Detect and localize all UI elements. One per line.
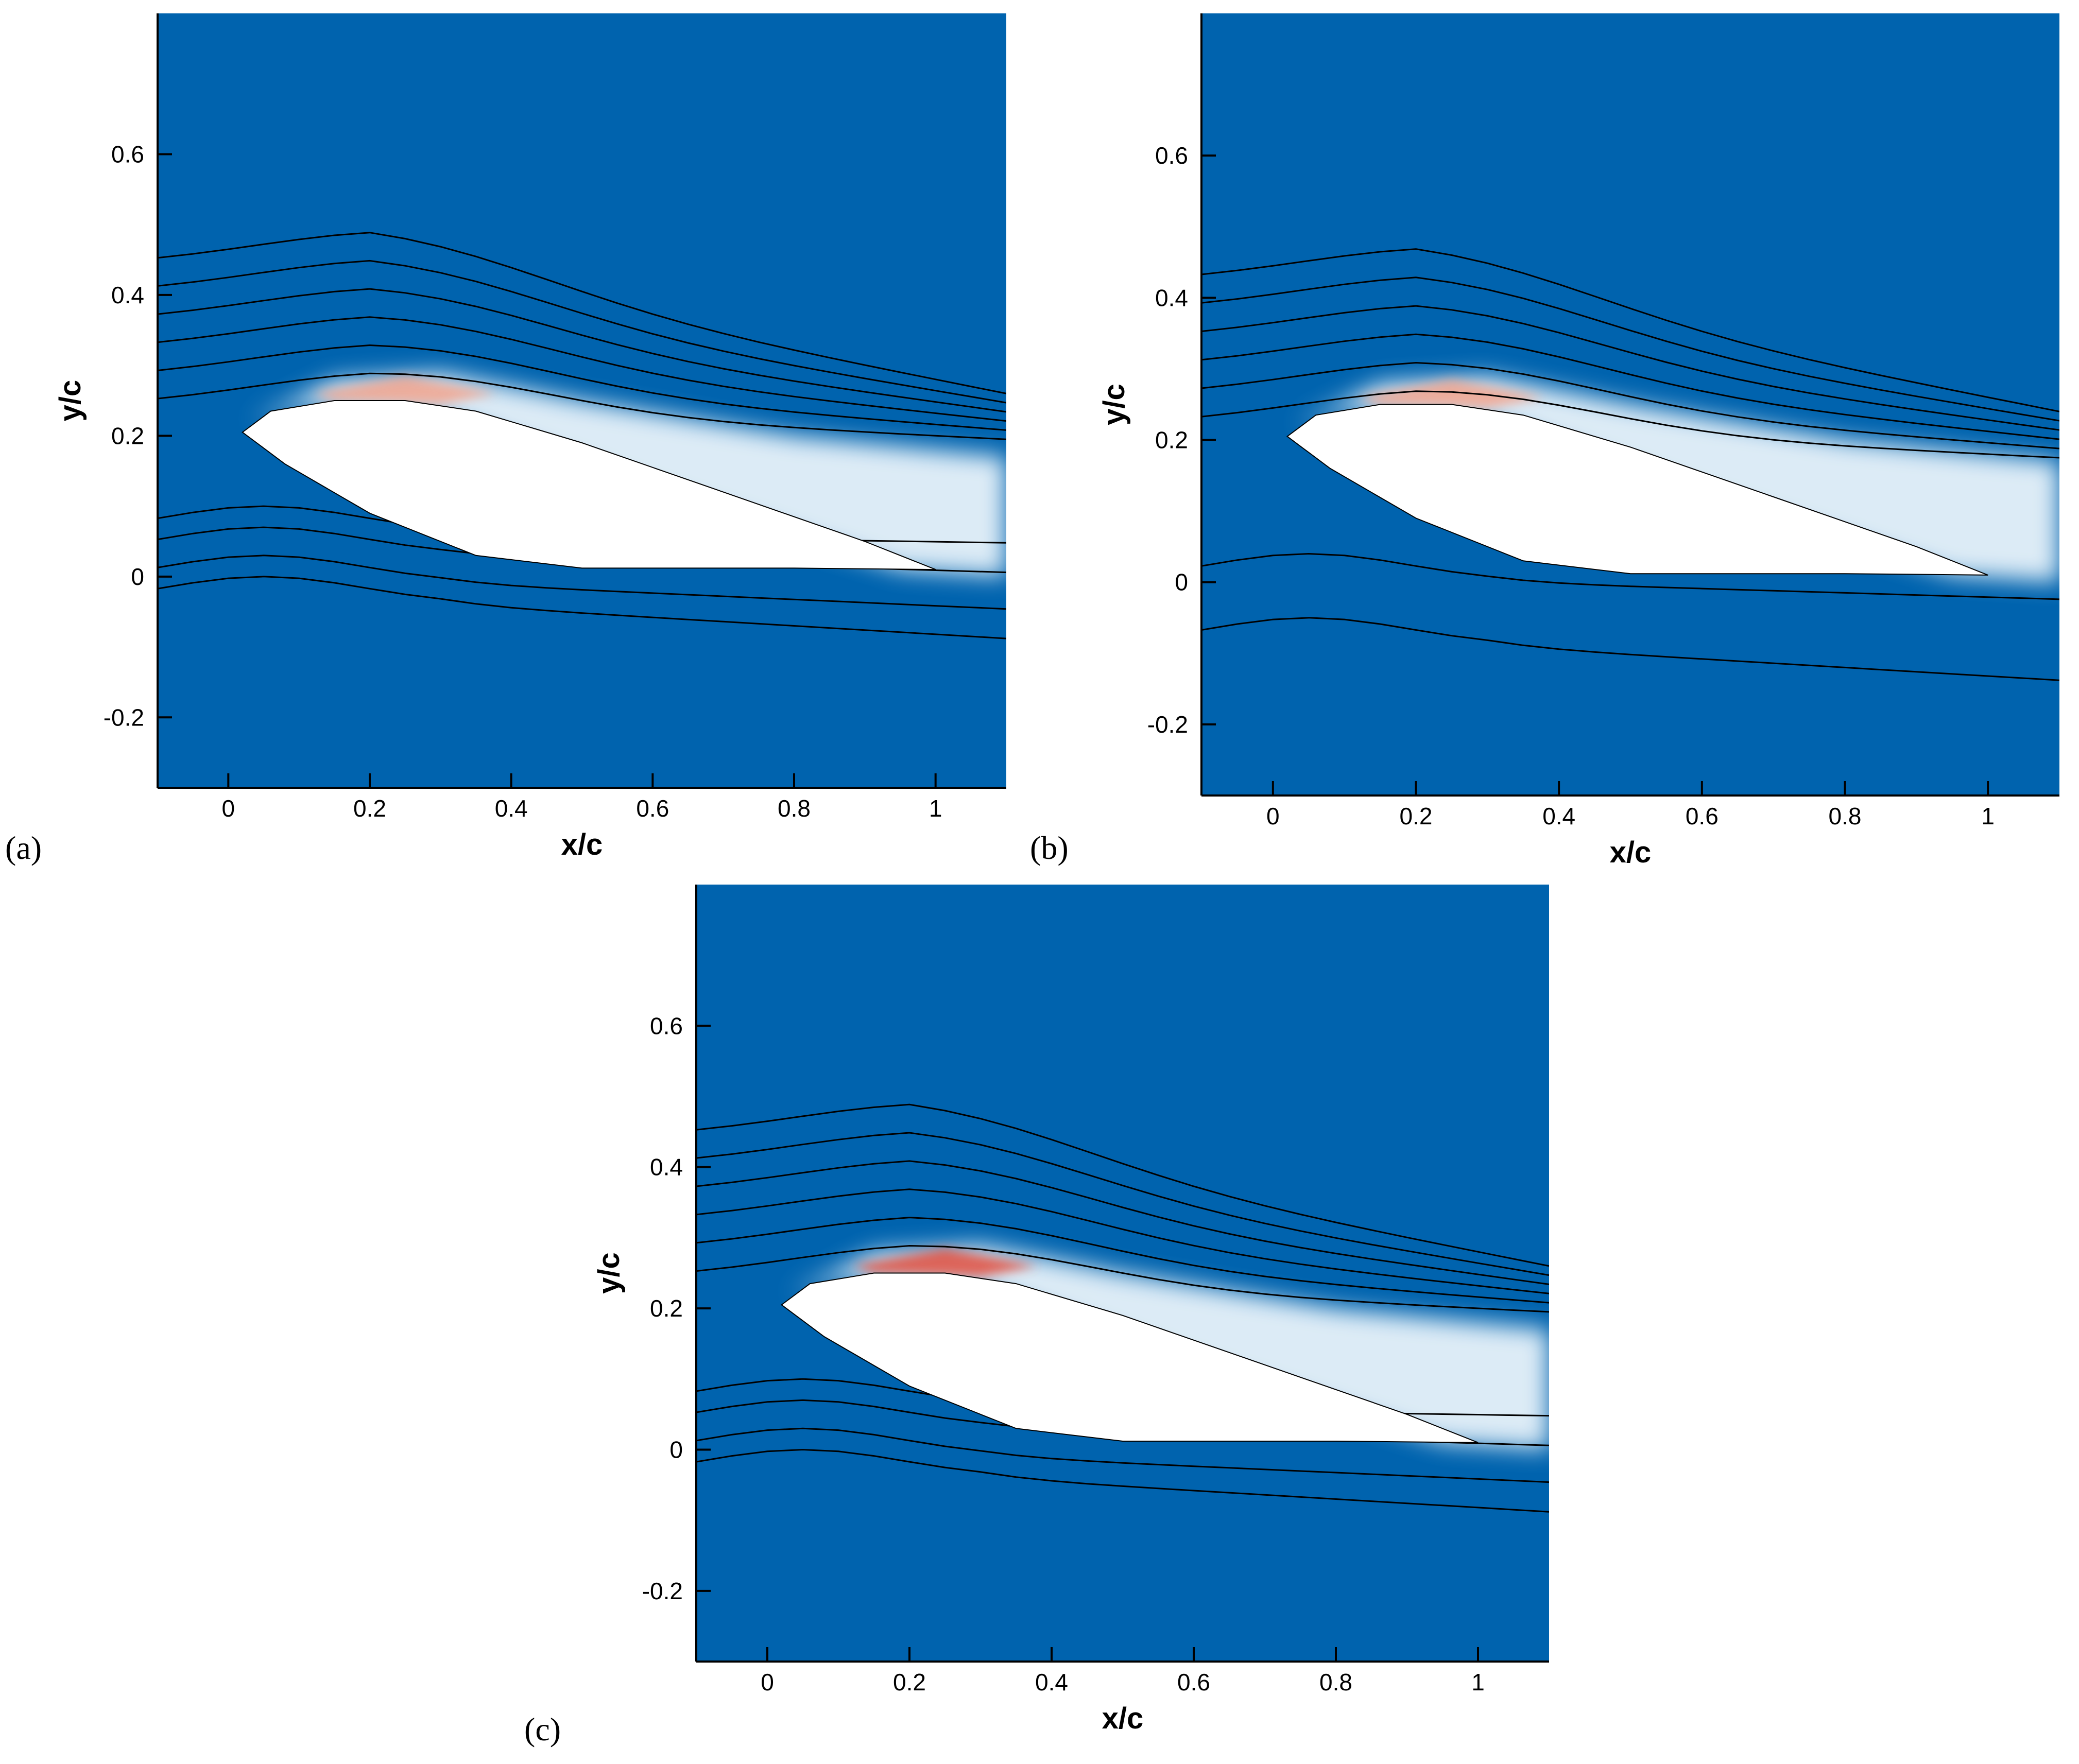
- streamline: [1201, 305, 2059, 431]
- panel-label: (c): [524, 1711, 561, 1748]
- x-tick-label: 0.6: [1686, 803, 1719, 829]
- y-tick-label: 0: [1175, 569, 1188, 596]
- x-tick-label: 0.4: [495, 795, 528, 822]
- panel-label: (a): [5, 829, 42, 866]
- velocity-contour: [852, 1248, 1038, 1277]
- x-tick-label: 0.8: [1319, 1669, 1352, 1696]
- y-axis-label: y/c: [592, 1252, 626, 1294]
- streamline: [1201, 390, 2059, 459]
- y-tick-label: 0.6: [650, 1012, 683, 1039]
- streamline: [1201, 552, 2059, 600]
- streamline: [696, 1448, 1549, 1513]
- y-tick-label: -0.2: [104, 704, 144, 731]
- streamline: [158, 555, 1006, 610]
- streamline: [158, 260, 1006, 404]
- streamline: [158, 344, 1006, 431]
- streamline: [158, 288, 1006, 413]
- y-axis-label: y/c: [1097, 384, 1131, 425]
- plot-area: [1201, 13, 2059, 795]
- y-axis-label: y/c: [54, 380, 87, 422]
- panel: 0 0.2 0.4 0.6 0.8 1 -0.2 0 0.2 0.4 0.6 x/c y/c (b): [1030, 13, 2059, 869]
- x-axis-label: x/c: [561, 828, 603, 861]
- y-tick-label: -0.2: [1147, 711, 1188, 738]
- y-tick-label: -0.2: [642, 1578, 683, 1604]
- x-tick-label: 0.6: [636, 795, 669, 822]
- streamline: [696, 1188, 1549, 1294]
- x-tick-label: 1: [929, 795, 942, 822]
- x-axis-label: x/c: [1102, 1702, 1144, 1735]
- y-tick-label: 0: [669, 1436, 683, 1463]
- streamline: [1201, 276, 2059, 422]
- y-tick-label: 0.2: [1155, 427, 1188, 454]
- x-tick-label: 1: [1981, 803, 1995, 829]
- streamline: [696, 1217, 1549, 1304]
- x-tick-label: 0.2: [353, 795, 386, 822]
- streamline: [158, 316, 1006, 422]
- y-tick-label: 0.2: [650, 1295, 683, 1322]
- airfoil: [1286, 404, 1988, 576]
- y-tick-label: 0.6: [1155, 142, 1188, 169]
- streamline: [1201, 333, 2059, 440]
- streamline: [1201, 361, 2059, 449]
- x-axis-label: x/c: [1610, 836, 1652, 869]
- plot-area: [696, 885, 1549, 1662]
- y-tick-label: 0.4: [111, 282, 144, 308]
- velocity-contour: [313, 376, 497, 404]
- y-tick-label: 0.2: [111, 422, 144, 449]
- plot-area: [158, 13, 1006, 788]
- airfoil: [242, 400, 936, 570]
- x-tick-label: 0.8: [1829, 803, 1862, 829]
- x-tick-label: 1: [1471, 1669, 1485, 1696]
- y-tick-label: 0.4: [1155, 284, 1188, 311]
- x-tick-label: 0.4: [1542, 803, 1575, 829]
- velocity-contour: [1359, 379, 1545, 408]
- x-tick-label: 0: [1266, 803, 1280, 829]
- streamline: [696, 1427, 1549, 1483]
- streamline: [696, 1244, 1549, 1313]
- streamline: [158, 372, 1006, 440]
- x-tick-label: 0.8: [778, 795, 811, 822]
- airfoil: [780, 1272, 1479, 1443]
- x-tick-label: 0: [222, 795, 235, 822]
- streamline: [1201, 617, 2059, 681]
- x-tick-label: 0.6: [1177, 1669, 1210, 1696]
- x-tick-label: 0: [761, 1669, 774, 1696]
- streamline: [158, 232, 1006, 394]
- y-tick-label: 0: [131, 563, 144, 590]
- panel-label: (b): [1030, 829, 1069, 866]
- streamline: [158, 576, 1006, 639]
- streamline: [696, 1132, 1549, 1276]
- y-tick-label: 0.4: [650, 1154, 683, 1181]
- x-tick-label: 0.2: [1400, 803, 1433, 829]
- x-tick-label: 0.4: [1035, 1669, 1068, 1696]
- streamline: [696, 1160, 1549, 1285]
- panel: 0 0.2 0.4 0.6 0.8 1 -0.2 0 0.2 0.4 0.6 x/c y/c (c): [524, 885, 1549, 1748]
- y-tick-label: 0.6: [111, 141, 144, 167]
- panel: 0 0.2 0.4 0.6 0.8 1 -0.2 0 0.2 0.4 0.6 x/c y/c (a): [5, 13, 1006, 866]
- x-tick-label: 0.2: [893, 1669, 926, 1696]
- streamline: [696, 1103, 1549, 1267]
- streamline: [1201, 248, 2059, 412]
